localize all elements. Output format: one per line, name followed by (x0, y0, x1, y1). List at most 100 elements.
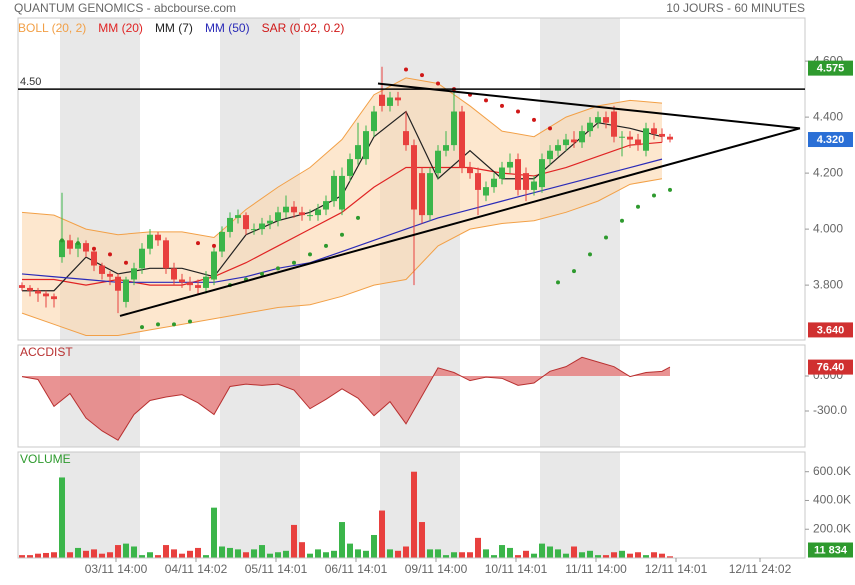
x-tick-label: 05/11 14:01 (245, 562, 308, 576)
panel-title: VOLUME (20, 452, 71, 466)
candle-body (483, 187, 489, 196)
volume-bar (315, 549, 321, 558)
volume-bar (67, 552, 73, 558)
candle-body (107, 273, 113, 277)
candle-body (435, 150, 441, 174)
x-tick-label: 12/11 24:02 (729, 562, 792, 576)
volume-bar (475, 537, 481, 558)
volume-bar (523, 550, 529, 558)
volume-bar (659, 553, 665, 558)
volume-bar (539, 543, 545, 558)
volume-bar (243, 552, 249, 558)
y-tick-label: -300.0 (813, 403, 847, 417)
volume-bar (179, 553, 185, 558)
candle-body (411, 145, 417, 210)
candle-body (611, 111, 617, 137)
candle-body (267, 220, 273, 224)
volume-bar (603, 555, 609, 558)
volume-bar (363, 550, 369, 558)
sar-dot (500, 103, 504, 108)
volume-bar (331, 550, 337, 558)
sar-dot (572, 269, 576, 274)
volume-bar (219, 546, 225, 558)
volume-bar (427, 549, 433, 558)
candle-body (443, 145, 449, 151)
candle-body (363, 131, 369, 160)
value-box-label: 3.640 (817, 324, 845, 336)
sar-dot (76, 241, 80, 246)
volume-bar (59, 477, 65, 558)
candle-body (123, 279, 129, 302)
candle-body (155, 234, 161, 241)
volume-bar (19, 555, 25, 558)
sar-dot (604, 235, 608, 240)
legend-entry: SAR (0.02, 0.2) (262, 21, 345, 35)
volume-bar (211, 507, 217, 558)
candle-body (571, 139, 577, 143)
volume-bar (571, 546, 577, 558)
sar-dot (636, 204, 640, 209)
day-band (60, 452, 140, 558)
candle-body (563, 139, 569, 146)
candle-body (315, 209, 321, 216)
volume-bar (627, 553, 633, 558)
volume-bar (323, 552, 329, 558)
volume-bar (347, 543, 353, 558)
sar-dot (668, 187, 672, 192)
candle-body (539, 159, 545, 188)
volume-bar (379, 510, 385, 558)
band-upper (21, 77, 663, 239)
volume-bar (251, 549, 257, 558)
candle-body (91, 251, 97, 266)
day-band (220, 452, 300, 558)
candle-body (227, 217, 233, 232)
candle-body (523, 173, 529, 190)
candle-body (259, 223, 265, 230)
y-tick-label: 400.0K (813, 493, 851, 507)
sar-dot (588, 252, 592, 257)
candle-body (219, 231, 225, 252)
day-band (220, 345, 300, 447)
candle-body (667, 136, 673, 140)
sar-dot (140, 325, 144, 330)
candle-body (419, 173, 425, 216)
volume-bar (115, 545, 121, 558)
candle-body (51, 296, 57, 300)
volume-bar (619, 550, 625, 558)
legend-entry: BOLL (20, 2) (18, 21, 86, 35)
candle-body (275, 212, 281, 221)
candle-body (627, 136, 633, 140)
volume-bar (43, 552, 49, 558)
volume-bar (291, 524, 297, 558)
candle-body (643, 128, 649, 151)
volume-bar (139, 555, 145, 558)
candle-body (531, 181, 537, 190)
volume-bar (155, 555, 161, 558)
panel (21, 345, 671, 447)
x-tick-label: 11/11 14:00 (565, 562, 627, 576)
volume-bar (27, 555, 33, 558)
candle-body (67, 240, 73, 249)
value-box-label: 4.320 (817, 134, 845, 146)
candle-body (467, 167, 473, 174)
candle-body (243, 215, 249, 230)
y-tick-label: 200.0K (813, 521, 851, 535)
value-box-label: 11 834 (814, 544, 848, 556)
sar-dot (516, 109, 520, 114)
volume-bar (611, 552, 617, 558)
candle-body (403, 131, 409, 146)
candle-body (35, 290, 41, 294)
volume-bar (283, 550, 289, 558)
candle-body (379, 94, 385, 106)
volume-bar (91, 549, 97, 558)
area-fill (22, 357, 670, 441)
volume-bar (267, 553, 273, 558)
candle-body (99, 265, 105, 274)
candle-body (339, 175, 345, 210)
candle-body (371, 111, 377, 132)
sar-dot (484, 98, 488, 103)
chart-title: QUANTUM GENOMICS - abcbourse.com (14, 1, 236, 15)
sar-dot (420, 73, 424, 78)
volume-bar (499, 545, 505, 558)
candle-body (59, 240, 65, 258)
